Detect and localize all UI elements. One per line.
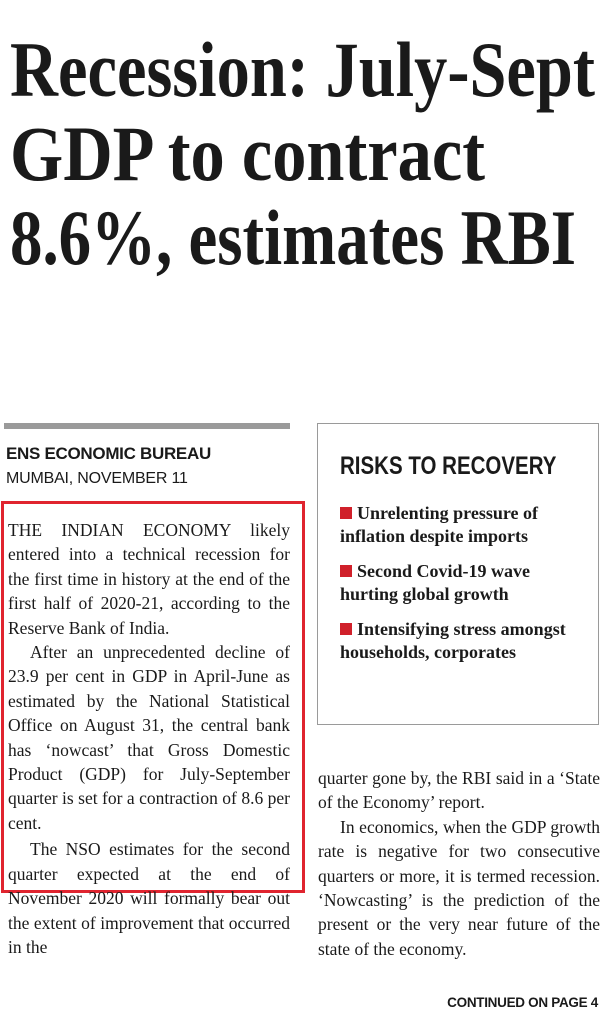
sidebar-item: Unrelenting pressure of inflation despit…: [340, 502, 580, 548]
rule: [4, 423, 290, 429]
sidebar: RISKS TO RECOVERY Unrelenting pressure o…: [317, 423, 599, 725]
byline: ENS ECONOMIC BUREAU: [6, 444, 211, 463]
headline: Recession: July-Sept GDP to contract 8.6…: [10, 26, 595, 281]
right-column: quarter gone by, the RBI said in a ‘Stat…: [318, 766, 600, 961]
headline-line: 8.6%, estimates RBI: [10, 194, 576, 281]
left-column: THE INDIAN ECONOMY likely entered into a…: [8, 518, 290, 959]
paragraph: In economics, when the GDP growth rate i…: [318, 816, 600, 959]
paragraph: THE INDIAN ECONOMY likely entered into a…: [8, 520, 290, 638]
sidebar-list: Unrelenting pressure of inflation despit…: [340, 502, 580, 664]
highlight-box: [1, 501, 305, 893]
headline-line: GDP to contract: [10, 110, 485, 197]
paragraph: After an unprecedented decline of 23.9 p…: [8, 642, 290, 833]
sidebar-item-text: Unrelenting pressure of inflation despit…: [340, 503, 539, 546]
sidebar-item-text: Intensifying stress amongst households, …: [340, 619, 566, 662]
continued-note: CONTINUED ON PAGE 4: [447, 995, 598, 1010]
sidebar-item: Intensifying stress amongst households, …: [340, 618, 580, 664]
headline-line: Recession: July-Sept: [10, 26, 595, 113]
sidebar-item: Second Covid-19 wave hurting global grow…: [340, 560, 580, 606]
paragraph: quarter gone by, the RBI said in a ‘Stat…: [318, 768, 600, 813]
paragraph: The NSO estimates for the second quarter…: [8, 839, 290, 957]
dateline: MUMBAI, NOVEMBER 11: [6, 470, 188, 487]
sidebar-item-text: Second Covid-19 wave hurting global grow…: [340, 561, 531, 604]
sidebar-title: RISKS TO RECOVERY: [340, 452, 557, 480]
